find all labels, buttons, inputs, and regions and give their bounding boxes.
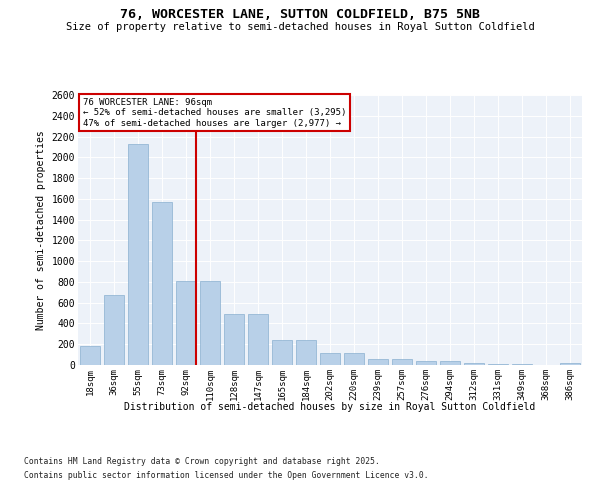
Bar (464, 363, 484, 365)
Text: Distribution of semi-detached houses by size in Royal Sutton Coldfield: Distribution of semi-detached houses by … (124, 402, 536, 412)
Bar (104, 296, 124, 365)
Bar (440, 361, 460, 365)
Bar (224, 314, 244, 365)
Bar (368, 359, 388, 365)
Bar (176, 281, 196, 365)
Bar (152, 202, 172, 365)
Bar (560, 363, 580, 365)
Text: Contains HM Land Registry data © Crown copyright and database right 2025.: Contains HM Land Registry data © Crown c… (24, 458, 380, 466)
Bar (488, 364, 508, 365)
Text: 76 WORCESTER LANE: 96sqm
← 52% of semi-detached houses are smaller (3,295)
47% o: 76 WORCESTER LANE: 96sqm ← 52% of semi-d… (83, 98, 346, 128)
Bar (512, 364, 532, 365)
Bar (392, 359, 412, 365)
Text: 76, WORCESTER LANE, SUTTON COLDFIELD, B75 5NB: 76, WORCESTER LANE, SUTTON COLDFIELD, B7… (120, 8, 480, 20)
Text: Contains public sector information licensed under the Open Government Licence v3: Contains public sector information licen… (24, 471, 428, 480)
Bar (200, 281, 220, 365)
Bar (344, 352, 364, 365)
Bar (80, 346, 100, 365)
Y-axis label: Number of semi-detached properties: Number of semi-detached properties (36, 130, 46, 330)
Bar (296, 340, 316, 365)
Bar (272, 340, 292, 365)
Bar (320, 352, 340, 365)
Bar (128, 144, 148, 365)
Bar (248, 314, 268, 365)
Text: Size of property relative to semi-detached houses in Royal Sutton Coldfield: Size of property relative to semi-detach… (65, 22, 535, 32)
Bar (416, 361, 436, 365)
